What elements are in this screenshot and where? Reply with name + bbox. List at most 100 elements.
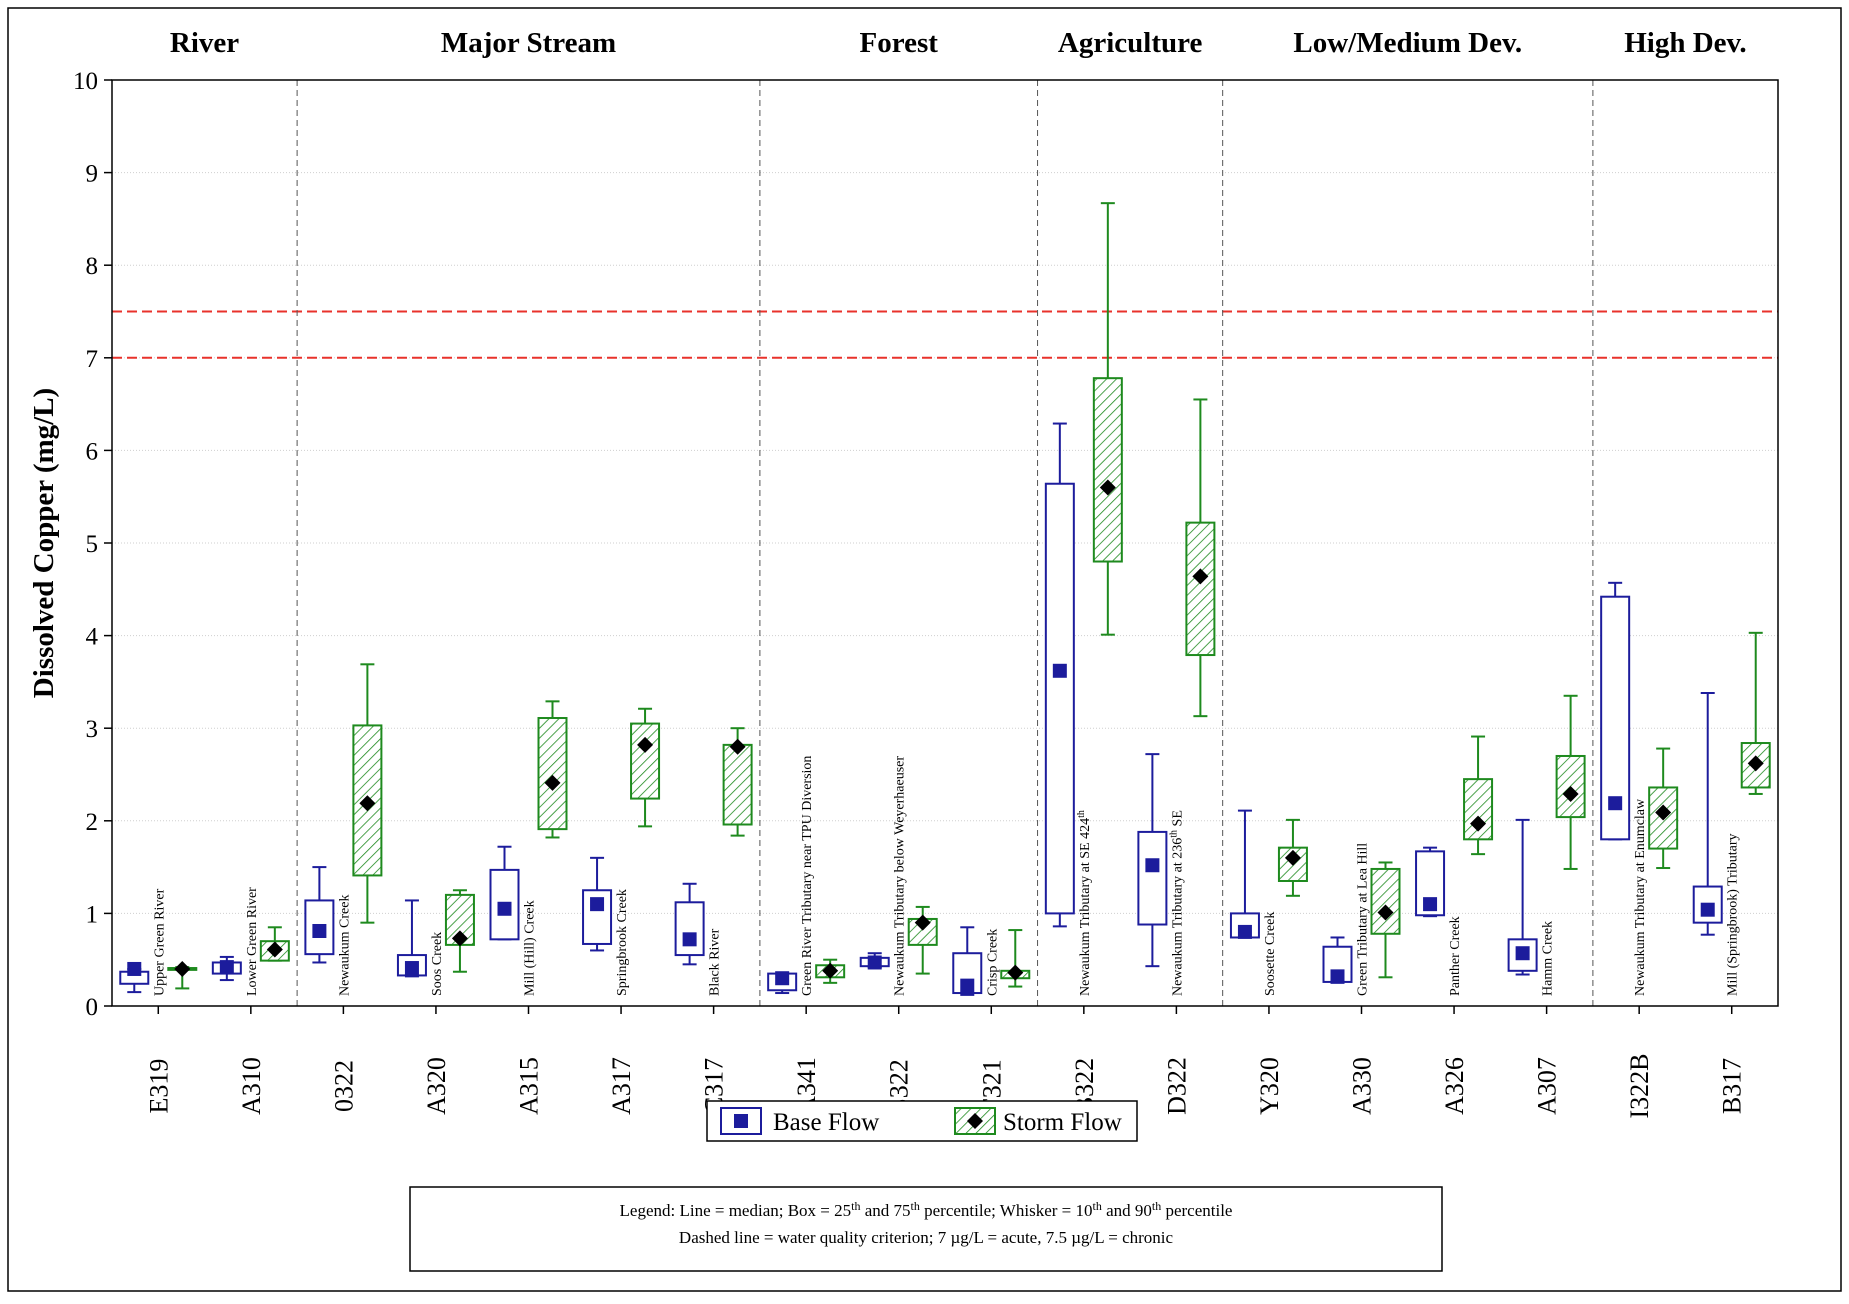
base-flow-box <box>1415 846 1446 918</box>
site-name: Newaukum Tributary at 236th SE <box>1168 810 1185 996</box>
storm-flow-box <box>259 926 290 962</box>
site-name: Green Tributary at Lea Hill <box>1356 843 1371 996</box>
site-name-text: Newaukum Creek <box>337 895 352 996</box>
y-tick-label: 2 <box>86 809 99 836</box>
note-line-1-part: th <box>1092 1199 1101 1213</box>
site-name-superscript: th <box>1076 810 1087 818</box>
site-name-suffix: SE <box>1170 810 1185 830</box>
storm-iqr-box <box>630 722 661 800</box>
storm-flow-box <box>1185 398 1216 718</box>
group-header: River <box>170 27 239 59</box>
note-box <box>409 1186 1443 1272</box>
storm-median-marker <box>1470 815 1487 832</box>
note-line-2: Dashed line = water quality criterion; 7… <box>679 1228 1174 1247</box>
legend-base-marker <box>734 1114 748 1128</box>
base-median-marker <box>1515 946 1530 961</box>
base-flow-box <box>1229 809 1260 939</box>
note-line-1-part: and 75 <box>860 1201 910 1220</box>
site-name-text: Springbrook Creek <box>615 889 630 996</box>
storm-median-marker <box>729 738 746 755</box>
base-median-marker <box>590 897 605 912</box>
storm-flow-box <box>1370 861 1401 979</box>
base-flow-box <box>1507 818 1538 976</box>
group-header: High Dev. <box>1624 27 1746 59</box>
x-tick-label: A326 <box>1440 1057 1469 1115</box>
base-flow-box <box>1044 422 1075 928</box>
y-tick-label: 5 <box>86 531 99 558</box>
legend-storm-label: Storm Flow <box>1003 1109 1122 1136</box>
base-median-marker <box>775 971 790 986</box>
base-flow-box <box>119 961 150 994</box>
site-name-text: Newaukum Tributary at 236 <box>1170 838 1185 996</box>
storm-median-marker <box>914 914 931 931</box>
storm-median-marker <box>1284 849 1301 866</box>
x-tick-label: A315 <box>515 1057 544 1115</box>
legend-base-label: Base Flow <box>773 1109 879 1136</box>
note-line-1-part: th <box>851 1199 860 1213</box>
note-line-1-part: percentile; Whisker = 10 <box>920 1201 1093 1220</box>
base-flow-box <box>1692 692 1723 936</box>
site-name-superscript: th <box>1168 830 1179 838</box>
site-name: Lower Green River <box>245 887 260 996</box>
site-name-text: Newaukum Tributary at Enumclaw <box>1633 798 1648 996</box>
storm-median-marker <box>637 736 654 753</box>
site-name: Newaukum Tributary below Weyerhaeuser <box>893 756 908 996</box>
storm-median-marker <box>359 795 376 812</box>
storm-flow-box <box>1648 747 1679 870</box>
storm-flow-box <box>907 905 938 975</box>
base-iqr-box <box>1137 830 1168 926</box>
base-median-marker <box>960 978 975 993</box>
base-iqr-box <box>674 901 705 957</box>
site-name-text: Mill (Springbrook) Tributary <box>1726 833 1741 996</box>
note-line-1-part: th <box>1152 1199 1161 1213</box>
base-median-marker <box>1330 969 1345 984</box>
base-flow-box <box>1322 936 1353 984</box>
x-tick-label: A317 <box>607 1057 636 1115</box>
base-flow-box <box>767 971 798 995</box>
x-tick-label: D322 <box>1162 1057 1191 1115</box>
figure-border <box>7 7 1842 1292</box>
note-line-1-part: th <box>911 1199 920 1213</box>
site-name-text: Black River <box>708 928 723 996</box>
site-name-text: Green River Tributary near TPU Diversion <box>800 756 815 996</box>
storm-median-marker <box>174 960 191 977</box>
y-tick-label: 3 <box>86 716 99 743</box>
storm-median-marker <box>266 941 283 958</box>
site-name: Newaukum Tributary at Enumclaw <box>1633 798 1648 996</box>
site-name: Hamm Creek <box>1541 921 1556 996</box>
site-name-text: Soosette Creek <box>1263 912 1278 996</box>
base-median-marker <box>1608 796 1623 811</box>
storm-flow-box <box>352 663 383 924</box>
storm-flow-box <box>1277 818 1308 897</box>
storm-iqr-box <box>1648 786 1679 850</box>
storm-iqr-box <box>1185 521 1216 657</box>
x-tick-label: B317 <box>1718 1058 1747 1114</box>
storm-median-marker <box>451 930 468 947</box>
base-flow-box <box>1137 753 1168 968</box>
site-name-text: Newaukum Tributary below Weyerhaeuser <box>893 756 908 996</box>
y-tick-label: 6 <box>86 438 99 465</box>
storm-flow-box <box>537 700 568 839</box>
base-median-marker <box>682 932 697 947</box>
group-header: Major Stream <box>441 27 616 59</box>
site-name: Panther Creek <box>1448 916 1463 996</box>
x-tick-label: I322B <box>1625 1054 1654 1119</box>
base-median-marker <box>1052 663 1067 678</box>
storm-iqr-box <box>722 743 753 826</box>
y-tick-label: 7 <box>86 346 99 373</box>
storm-flow-box <box>444 889 475 973</box>
site-name: Mill (Hill) Creek <box>523 900 538 996</box>
storm-iqr-box <box>1092 377 1123 563</box>
base-flow-box <box>674 882 705 966</box>
y-tick-label: 10 <box>73 68 98 95</box>
group-header: Agriculture <box>1058 27 1203 59</box>
storm-flow-box <box>1092 202 1123 636</box>
legend-storm-marker <box>967 1113 983 1129</box>
storm-median-marker <box>1562 785 1579 802</box>
base-flow-box <box>211 955 242 982</box>
storm-median-marker <box>544 774 561 791</box>
site-name-text: Green Tributary at Lea Hill <box>1356 843 1371 996</box>
site-name: Crisp Creek <box>985 929 1000 996</box>
